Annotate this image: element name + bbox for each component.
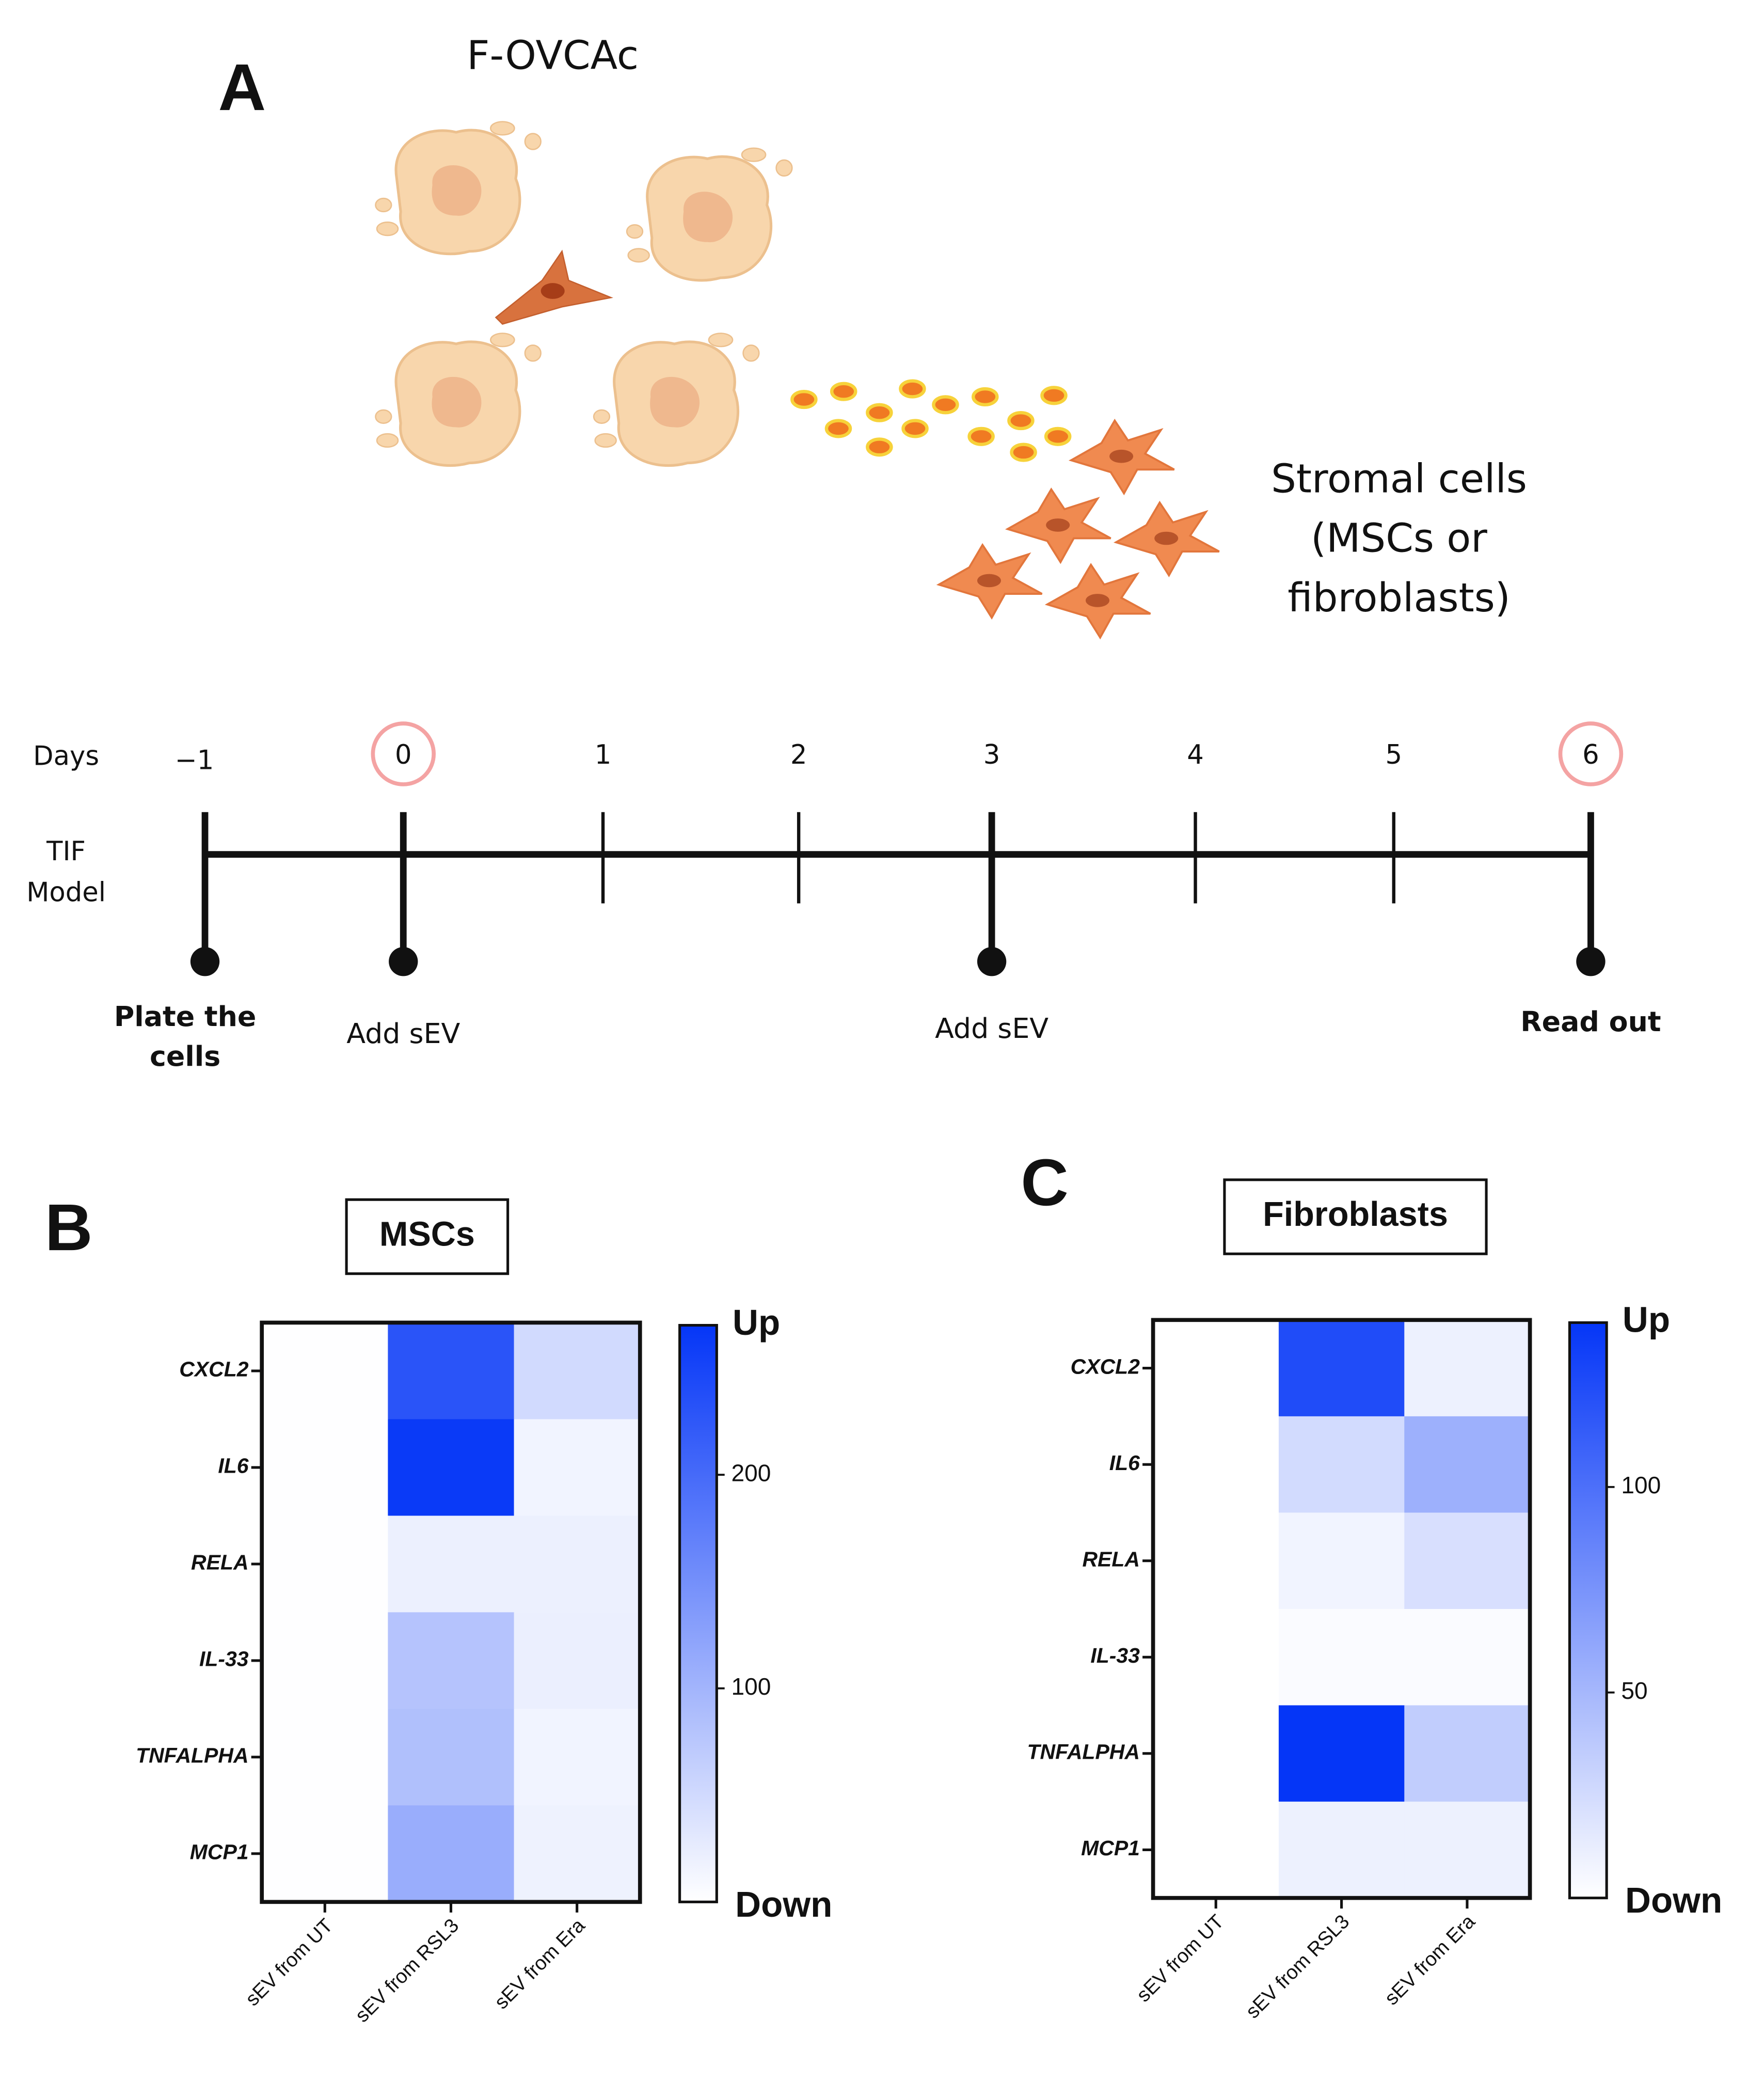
heatmap-cell xyxy=(262,1612,389,1710)
heatmap-cell xyxy=(1153,1320,1280,1417)
colorbar xyxy=(678,1323,718,1903)
heatmap-cell xyxy=(1278,1608,1405,1706)
row-label: Model xyxy=(26,877,106,908)
heatmap-cell xyxy=(1404,1416,1531,1513)
colorbar-tick-label: 100 xyxy=(731,1673,771,1700)
day-label: 5 xyxy=(1385,739,1402,770)
col-label: sEV from UT xyxy=(241,1914,337,2010)
day-label: 0 xyxy=(395,739,412,770)
colorbar-low: Down xyxy=(1625,1880,1722,1920)
day-label: −1 xyxy=(175,745,214,776)
row-label: IL-33 xyxy=(199,1647,249,1671)
event-dot xyxy=(977,946,1007,976)
heatmap-cell xyxy=(1278,1802,1405,1899)
day-highlight xyxy=(1558,721,1624,786)
event-label: Read out xyxy=(1520,1005,1661,1038)
stromal-label: fibroblasts) xyxy=(1288,575,1510,621)
stromal-label: Stromal cells xyxy=(1271,456,1527,502)
heatmap-cell xyxy=(262,1419,389,1517)
panel-letter: A xyxy=(218,51,266,124)
col-label: sEV from RSL3 xyxy=(1242,1911,1354,2023)
colorbar-tick-label: 100 xyxy=(1621,1472,1661,1498)
heatmap-cell xyxy=(1278,1512,1405,1610)
heatmap-cell xyxy=(388,1419,515,1517)
row-label: TNFALPHA xyxy=(136,1744,249,1767)
col-label: sEV from Era xyxy=(490,1914,590,2013)
heatmap-cell xyxy=(388,1516,515,1613)
heatmap-cell xyxy=(514,1709,641,1806)
heatmap-cell xyxy=(262,1516,389,1613)
title-box xyxy=(345,1198,510,1275)
row-label: IL6 xyxy=(1109,1451,1140,1475)
stromal-label: (MSCs or xyxy=(1311,516,1487,562)
day-highlight xyxy=(371,721,436,786)
col-label: sEV from RSL3 xyxy=(351,1914,464,2027)
row-label: CXCL2 xyxy=(1071,1354,1140,1378)
colorbar-high: Up xyxy=(733,1302,780,1343)
panel-letter: C xyxy=(1021,1146,1068,1220)
heatmap-cell xyxy=(1278,1416,1405,1513)
row-label: MCP1 xyxy=(1081,1836,1140,1860)
heatmap-cell xyxy=(1153,1416,1280,1513)
culture-label: F-OVCAc xyxy=(467,33,639,79)
event-dot xyxy=(1576,946,1606,976)
heatmap-cell xyxy=(1153,1608,1280,1706)
heatmap-cell xyxy=(514,1322,641,1420)
row-label: Days xyxy=(33,741,99,772)
event-label: Add sEV xyxy=(935,1012,1048,1045)
heatmap-cell xyxy=(1404,1705,1531,1803)
heatmap-cell xyxy=(388,1322,515,1420)
heatmap-cell xyxy=(388,1709,515,1806)
heatmap-cell xyxy=(514,1805,641,1903)
day-label: 2 xyxy=(790,739,807,770)
row-label: RELA xyxy=(1082,1548,1140,1571)
heatmap-cell xyxy=(1404,1802,1531,1899)
event-dot xyxy=(190,946,220,976)
event-label: Plate the xyxy=(114,1000,257,1033)
colorbar-tick-label: 200 xyxy=(731,1459,771,1486)
heatmap-cell xyxy=(262,1322,389,1420)
heatmap-cell xyxy=(1404,1320,1531,1417)
row-label: RELA xyxy=(191,1551,249,1574)
heatmap-cell xyxy=(1404,1512,1531,1610)
heatmap-cell xyxy=(1278,1320,1405,1417)
heatmap-cell xyxy=(262,1805,389,1903)
title-box xyxy=(1223,1178,1488,1255)
heatmap-cell xyxy=(1404,1608,1531,1706)
row-label: TNFALPHA xyxy=(1027,1740,1140,1764)
chart-title: Fibroblasts xyxy=(1263,1195,1448,1234)
heatmap-cell xyxy=(262,1709,389,1806)
panel-letter: B xyxy=(45,1191,92,1265)
colorbar-tick-label: 50 xyxy=(1621,1677,1647,1704)
row-label: MCP1 xyxy=(190,1840,249,1864)
heatmap-cell xyxy=(388,1612,515,1710)
event-label: Add sEV xyxy=(346,1017,460,1050)
chart-title: MSCs xyxy=(379,1216,475,1254)
heatmap-cell xyxy=(1153,1512,1280,1610)
day-label: 3 xyxy=(983,739,1000,770)
day-label: 4 xyxy=(1187,739,1204,770)
row-label: IL6 xyxy=(218,1454,248,1478)
day-label: 6 xyxy=(1582,739,1599,770)
heatmap-cell xyxy=(514,1516,641,1613)
col-label: sEV from Era xyxy=(1380,1910,1480,2009)
row-label: TIF xyxy=(46,836,86,867)
colorbar-low: Down xyxy=(735,1884,832,1924)
heatmap-cell xyxy=(514,1612,641,1710)
day-label: 1 xyxy=(595,739,612,770)
heatmap-cell xyxy=(388,1805,515,1903)
row-label: CXCL2 xyxy=(179,1358,249,1381)
col-label: sEV from UT xyxy=(1132,1911,1228,2007)
heatmap-cell xyxy=(1153,1802,1280,1899)
colorbar xyxy=(1568,1321,1608,1900)
heatmap-cell xyxy=(1153,1705,1280,1803)
heatmap-cell xyxy=(1278,1705,1405,1803)
event-label: cells xyxy=(150,1040,220,1072)
illustration xyxy=(375,122,1220,639)
heatmap-cell xyxy=(514,1419,641,1517)
event-dot xyxy=(389,946,418,976)
colorbar-high: Up xyxy=(1623,1300,1670,1340)
row-label: IL-33 xyxy=(1090,1644,1140,1667)
